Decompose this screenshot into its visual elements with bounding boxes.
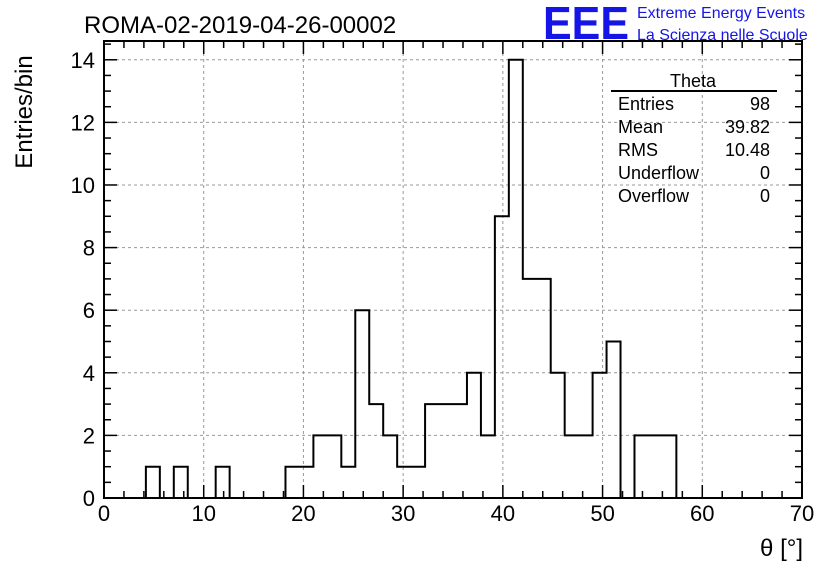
x-tick-label: 70	[790, 501, 814, 526]
stats-label: Overflow	[618, 186, 690, 206]
x-tick-label: 20	[291, 501, 315, 526]
y-tick-label: 12	[71, 110, 95, 135]
stats-value: 10.48	[725, 140, 770, 160]
y-tick-label: 4	[83, 361, 95, 386]
y-tick-label: 14	[71, 48, 95, 73]
stats-label: Entries	[618, 94, 674, 114]
stats-label: Mean	[618, 117, 663, 137]
stats-box: Theta Entries 98 Mean 39.82 RMS 10.48 Underflo…	[611, 71, 777, 206]
stats-value: 0	[760, 163, 770, 183]
y-tick-label: 6	[83, 298, 95, 323]
x-tick-label: 60	[690, 501, 714, 526]
y-tick-label: 10	[71, 173, 95, 198]
y-tick-label: 2	[83, 423, 95, 448]
tick-labels: 0 10 20 30 40 50 60 70 0 2 4 6 8 10 12 14	[71, 48, 815, 526]
x-tick-label: 30	[391, 501, 415, 526]
y-axis-label: Entries/bin	[11, 55, 38, 168]
plot-frame	[103, 40, 803, 499]
axis-ticks	[103, 41, 803, 499]
x-tick-label: 10	[191, 501, 215, 526]
logo-subtitle-2: La Scienza nelle Scuole	[637, 27, 808, 44]
stats-label: RMS	[618, 140, 658, 160]
stats-value: 98	[750, 94, 770, 114]
x-tick-label: 40	[491, 501, 515, 526]
y-tick-label: 8	[83, 236, 95, 261]
grid	[104, 41, 802, 498]
stats-value: 39.82	[725, 117, 770, 137]
run-title: ROMA-02-2019-04-26-00002	[84, 12, 396, 39]
stats-label: Underflow	[618, 163, 700, 183]
x-axis-label: θ [°]	[760, 535, 803, 562]
y-tick-label: 0	[83, 486, 95, 511]
histogram-line	[104, 58, 802, 499]
x-tick-label: 50	[590, 501, 614, 526]
stats-value: 0	[760, 186, 770, 206]
x-tick-label: 0	[98, 501, 110, 526]
logo-subtitle-1: Extreme Energy Events	[637, 5, 805, 22]
stats-rows: Entries 98 Mean 39.82 RMS 10.48 Underflow 0 Over…	[618, 94, 770, 206]
stats-title: Theta	[670, 71, 717, 91]
